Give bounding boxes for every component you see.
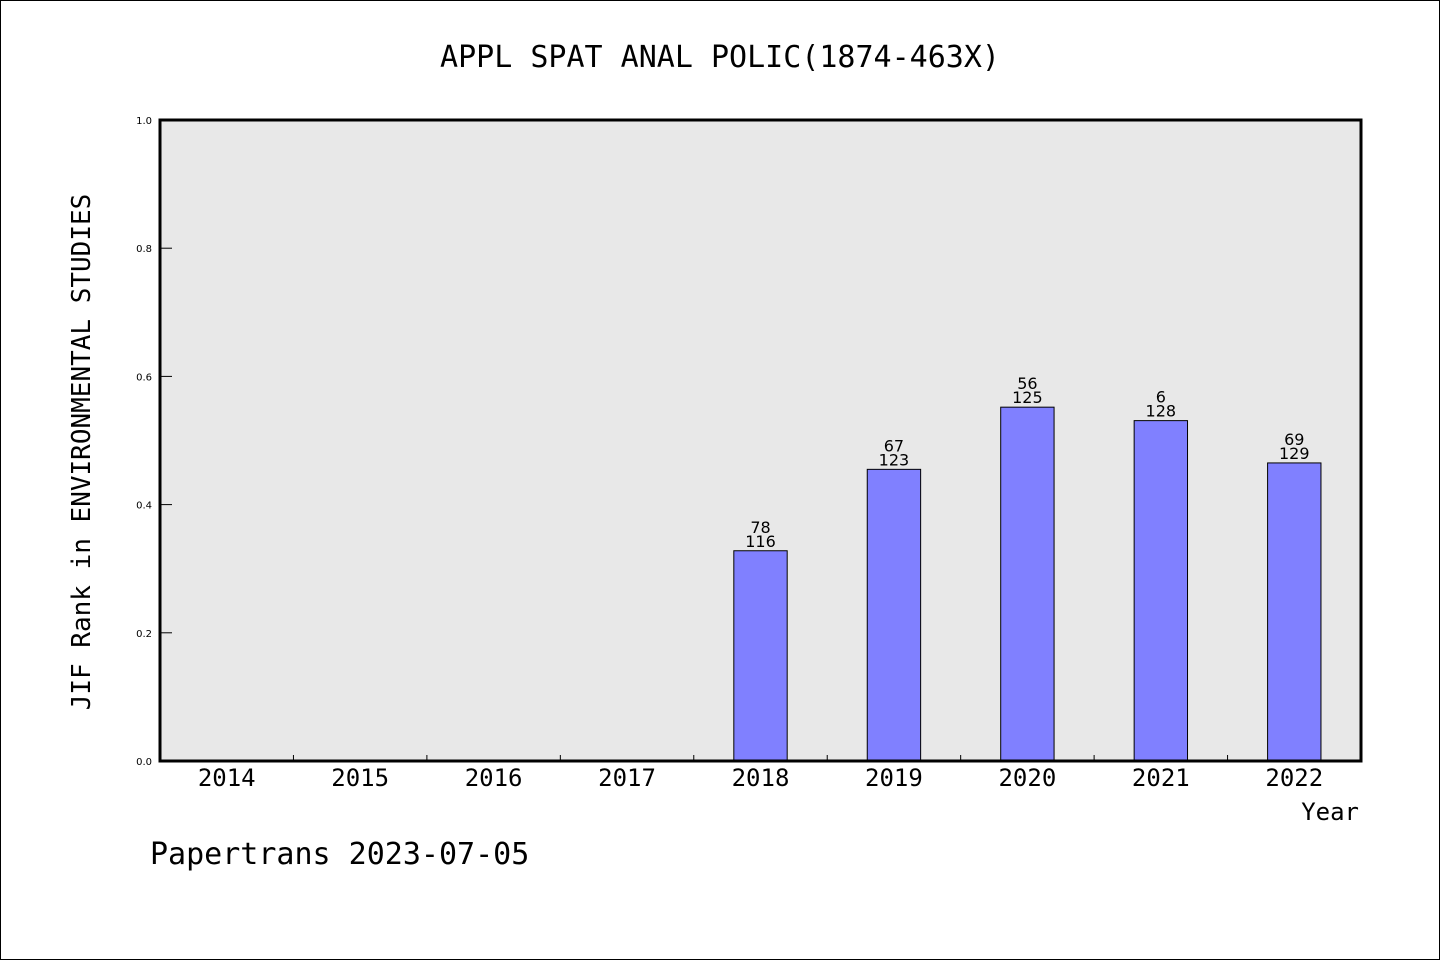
y-tick-label: 0.0 bbox=[136, 757, 152, 768]
chart-title: APPL SPAT ANAL POLIC(1874-463X) bbox=[440, 40, 1000, 75]
bar bbox=[866, 468, 922, 762]
bar bbox=[1133, 420, 1189, 762]
bar-total-label: 116 bbox=[745, 532, 776, 551]
x-tick-label: 2015 bbox=[331, 764, 389, 792]
bar bbox=[1000, 406, 1055, 762]
bar-total-label: 128 bbox=[1146, 402, 1177, 421]
y-tick-label: 0.4 bbox=[136, 501, 152, 512]
x-axis-ticks: 2014 2015 2016 2017 2018 2019 2020 2021 2022 bbox=[198, 755, 1323, 792]
x-tick-label: 2020 bbox=[998, 764, 1056, 792]
bar-rank-label: 78 bbox=[750, 518, 770, 537]
y-tick-label: 0.8 bbox=[136, 244, 152, 255]
bar bbox=[1267, 462, 1322, 762]
bar-rank-label: 6 bbox=[1156, 388, 1166, 407]
y-axis-ticks: 0.0 0.2 0.4 0.6 0.8 1.0 bbox=[136, 116, 172, 768]
y-tick-label: 0.2 bbox=[136, 629, 152, 640]
x-tick-label: 2016 bbox=[465, 764, 523, 792]
x-tick-label: 2014 bbox=[198, 764, 256, 792]
y-axis-label: JIF Rank in ENVIRONMENTAL STUDIES bbox=[67, 194, 97, 711]
bar-rank-label: 67 bbox=[884, 436, 904, 455]
footer-source: Papertrans 2023-07-05 bbox=[150, 837, 529, 872]
bars-group bbox=[733, 406, 1322, 762]
bar-rank-label: 69 bbox=[1284, 430, 1304, 449]
x-tick-label: 2022 bbox=[1265, 764, 1323, 792]
x-tick-label: 2021 bbox=[1132, 764, 1190, 792]
x-tick-label: 2018 bbox=[732, 764, 790, 792]
bar-total-label: 125 bbox=[1012, 388, 1043, 407]
bar-rank-label: 56 bbox=[1017, 374, 1037, 393]
x-axis-label: Year bbox=[1301, 798, 1359, 826]
plot-border bbox=[158, 118, 1363, 763]
bar-total-label: 123 bbox=[879, 450, 910, 469]
x-tick-label: 2019 bbox=[865, 764, 923, 792]
bar bbox=[733, 550, 788, 762]
x-tick-label: 2017 bbox=[598, 764, 656, 792]
y-tick-label: 0.6 bbox=[136, 372, 152, 383]
bar-total-label: 129 bbox=[1279, 444, 1310, 463]
y-tick-label: 1.0 bbox=[136, 116, 152, 127]
